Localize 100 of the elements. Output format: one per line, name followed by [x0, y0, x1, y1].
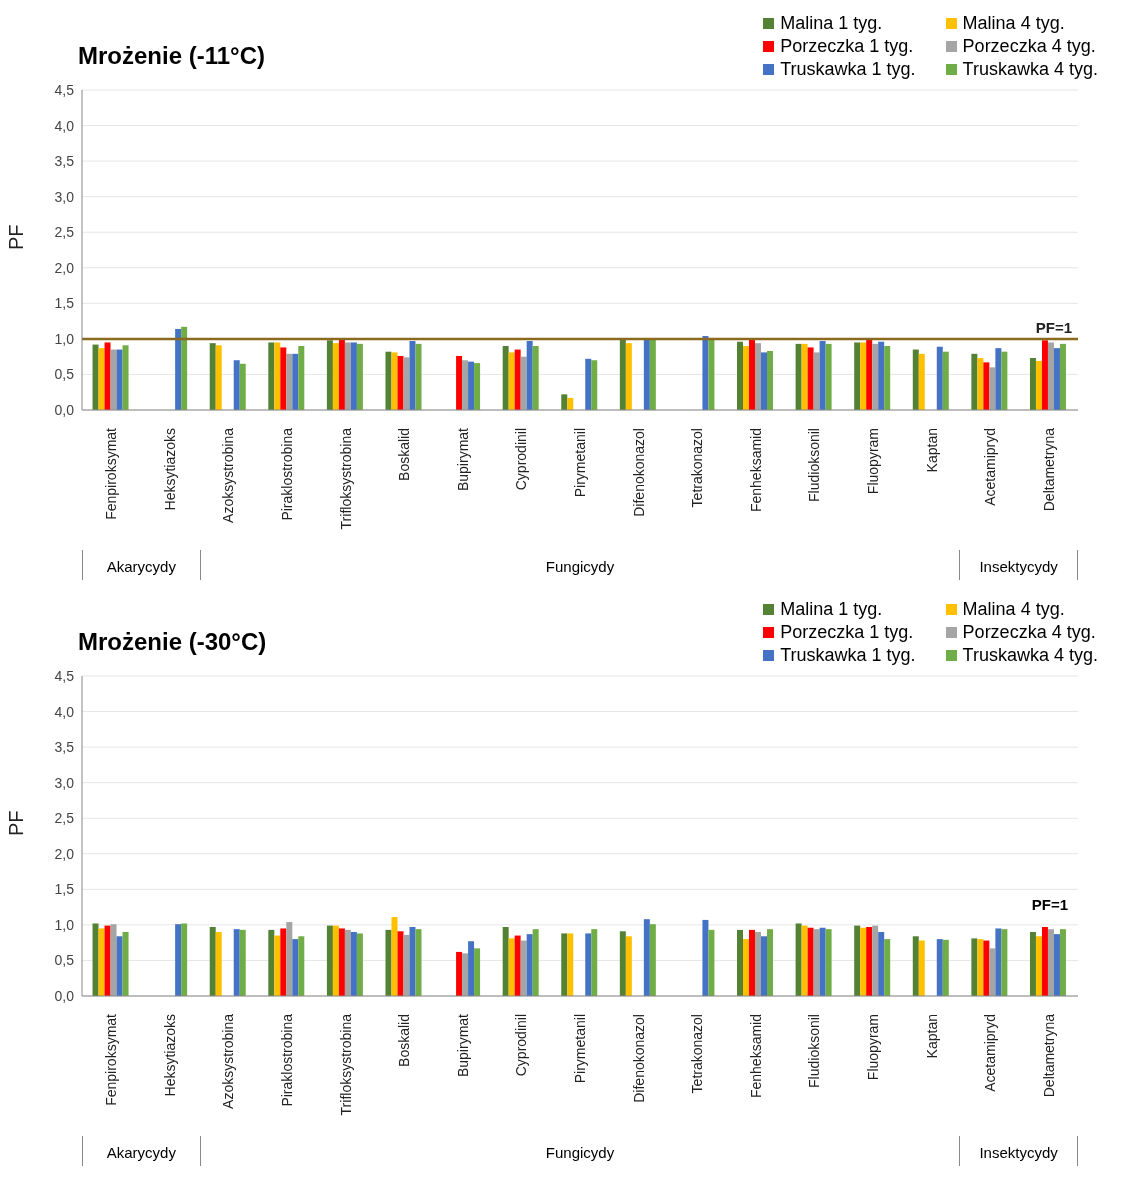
bar — [567, 933, 574, 996]
bar — [268, 342, 275, 410]
bar — [462, 953, 469, 996]
bar — [268, 929, 275, 996]
bar — [181, 326, 188, 410]
bar — [532, 929, 539, 996]
bar — [514, 349, 521, 410]
y-tick-label: 0,0 — [54, 401, 75, 418]
bar — [619, 339, 626, 410]
x-tick-label: Boskalid — [396, 428, 413, 481]
bar — [409, 927, 416, 996]
bar — [737, 341, 744, 410]
bar — [884, 939, 891, 996]
bar — [591, 360, 598, 410]
bar — [942, 351, 949, 410]
y-tick-label: 3,5 — [54, 739, 75, 756]
bar — [649, 338, 656, 410]
bar — [397, 931, 404, 996]
bar — [585, 933, 592, 996]
y-tick-label: 2,0 — [54, 845, 75, 862]
bar — [825, 929, 832, 996]
x-tick-label: Azoksystrobina — [220, 427, 237, 523]
bar — [1035, 936, 1042, 996]
bar — [508, 938, 515, 996]
bar — [884, 346, 891, 410]
bar — [866, 927, 873, 996]
x-tick-label: Trifloksystrobina — [337, 1013, 354, 1116]
bar — [98, 348, 105, 410]
bar — [98, 928, 105, 996]
legend-label: Malina 4 tyg. — [961, 599, 1066, 620]
bar — [356, 343, 363, 410]
bar — [332, 925, 339, 996]
bar — [643, 919, 650, 996]
chart-title: Mrożenie (-11°C) — [77, 42, 265, 71]
bar — [702, 919, 709, 996]
bar — [397, 355, 404, 410]
text: Fungicydy — [199, 550, 960, 580]
bar — [298, 346, 305, 410]
bar — [625, 936, 632, 996]
bar — [761, 936, 768, 996]
bar — [702, 336, 709, 410]
bar — [1041, 340, 1048, 410]
y-tick-label: 2,5 — [54, 224, 75, 241]
bar — [561, 394, 568, 410]
bar — [942, 939, 949, 996]
text: Insektycydy — [959, 550, 1078, 580]
bar — [749, 929, 756, 996]
legend-label: Porzeczka 4 tyg. — [961, 622, 1097, 643]
bar — [936, 346, 943, 410]
bar — [122, 345, 129, 410]
bar — [1001, 929, 1008, 996]
text: Akarycydy — [82, 1136, 200, 1166]
x-tick-label: Fludioksonil — [806, 428, 823, 502]
y-tick-label: 4,0 — [54, 703, 75, 720]
y-tick-label: 0,5 — [54, 952, 75, 969]
x-tick-label: Pirymetanil — [572, 428, 588, 498]
x-tick-label: Deltametryna — [1040, 427, 1057, 512]
bar — [813, 929, 820, 996]
x-tick-label: Fenheksamid — [747, 428, 764, 513]
bar — [761, 352, 768, 410]
bar — [912, 936, 919, 996]
bar — [585, 358, 592, 410]
x-tick-label: Bupirymat — [454, 1013, 471, 1078]
bar — [767, 929, 774, 996]
y-axis-title: PF — [5, 810, 28, 836]
x-tick-label: Acetamipryd — [982, 1014, 999, 1092]
bar — [708, 339, 715, 410]
bar — [209, 343, 216, 410]
bar — [292, 939, 299, 996]
y-tick-label: 1,5 — [54, 881, 75, 898]
bar — [520, 356, 527, 410]
bar — [801, 925, 808, 996]
legend-label: Malina 1 tyg. — [779, 13, 884, 34]
x-tick-label: Fludioksonil — [806, 1014, 823, 1088]
bar — [737, 929, 744, 996]
bar — [643, 338, 650, 410]
y-tick-label: 2,5 — [54, 810, 75, 827]
bar — [209, 927, 216, 996]
bar — [1059, 343, 1066, 410]
bar — [977, 939, 984, 996]
bar — [1047, 342, 1054, 410]
bar — [767, 350, 774, 410]
y-tick-label: 0,0 — [54, 987, 75, 1004]
bar — [356, 933, 363, 996]
x-tick-label: Fluopyram — [864, 1014, 881, 1081]
bar — [591, 929, 598, 996]
bar — [807, 347, 814, 410]
bar — [350, 342, 357, 410]
bar — [526, 341, 533, 410]
bar — [813, 352, 820, 410]
bar — [456, 951, 463, 996]
bar — [175, 328, 182, 410]
legend-label: Truskawka 4 tyg. — [961, 59, 1098, 80]
bar — [415, 929, 422, 996]
y-tick-label: 4,5 — [54, 667, 75, 684]
y-tick-label: 3,0 — [54, 188, 75, 205]
y-tick-label: 3,5 — [54, 153, 75, 170]
x-tick-label: Tetrakonazol — [689, 428, 706, 508]
bar — [385, 929, 392, 996]
bar — [995, 928, 1002, 996]
